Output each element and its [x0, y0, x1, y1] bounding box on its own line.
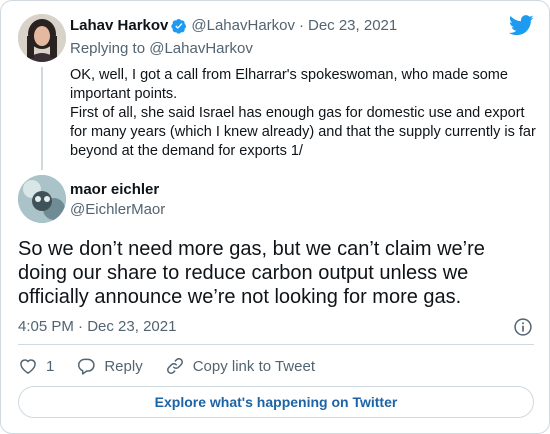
- actions-divider: [18, 344, 534, 345]
- tweet-time[interactable]: 4:05 PM: [18, 318, 74, 335]
- avatar-image: [18, 14, 66, 62]
- reply-label: Reply: [104, 357, 143, 375]
- verified-badge-icon: [171, 18, 187, 34]
- replying-handle-link[interactable]: @LahavHarkov: [149, 40, 253, 57]
- thread-connector-line: [41, 67, 43, 170]
- header-separator: ·: [299, 17, 304, 34]
- reply-button[interactable]: Reply: [76, 356, 143, 376]
- main-tweet-timestamp[interactable]: 4:05 PM · Dec 23, 2021: [18, 318, 176, 335]
- replying-to-line: Replying to @LahavHarkov: [70, 40, 253, 57]
- heart-icon: [20, 359, 36, 374]
- parent-paragraph-1: OK, well, I got a call from Elharrar's s…: [70, 67, 508, 102]
- parent-tweet-header: Lahav Harkov @LahavHarkov · Dec 23, 2021: [70, 17, 397, 34]
- like-count: 1: [46, 357, 55, 375]
- parent-paragraph-2: First of all, she said Israel has enough…: [70, 105, 536, 159]
- main-tweet-text: So we don’t need more gas, but we can’t …: [18, 238, 485, 308]
- parent-tweet-date[interactable]: Dec 23, 2021: [308, 17, 398, 34]
- main-author-handle[interactable]: @EichlerMaor: [70, 201, 166, 218]
- avatar-maor-eichler[interactable]: [18, 175, 66, 223]
- explore-twitter-button[interactable]: Explore what's happening on Twitter: [18, 386, 534, 418]
- twitter-bird-icon[interactable]: [509, 15, 534, 36]
- copy-link-label: Copy link to Tweet: [192, 357, 315, 375]
- tweet-actions-bar: 1 Reply Copy link to Tweet: [18, 354, 337, 378]
- tweet-date[interactable]: Dec 23, 2021: [87, 318, 177, 335]
- info-icon[interactable]: [513, 317, 533, 337]
- avatar-lahav-harkov[interactable]: [18, 14, 66, 62]
- avatar-image: [18, 175, 66, 223]
- copy-link-button[interactable]: Copy link to Tweet: [165, 356, 315, 376]
- replying-prefix: Replying to: [70, 40, 146, 57]
- parent-author-name[interactable]: Lahav Harkov: [70, 17, 169, 34]
- like-button[interactable]: 1: [18, 356, 54, 376]
- parent-author-handle[interactable]: @LahavHarkov: [191, 17, 295, 34]
- main-author-name[interactable]: maor eichler: [70, 181, 160, 198]
- link-icon: [166, 358, 183, 374]
- timestamp-separator: ·: [78, 318, 84, 335]
- reply-bubble-icon: [78, 358, 96, 375]
- parent-tweet-text: OK, well, I got a call from Elharrar's s…: [70, 66, 540, 161]
